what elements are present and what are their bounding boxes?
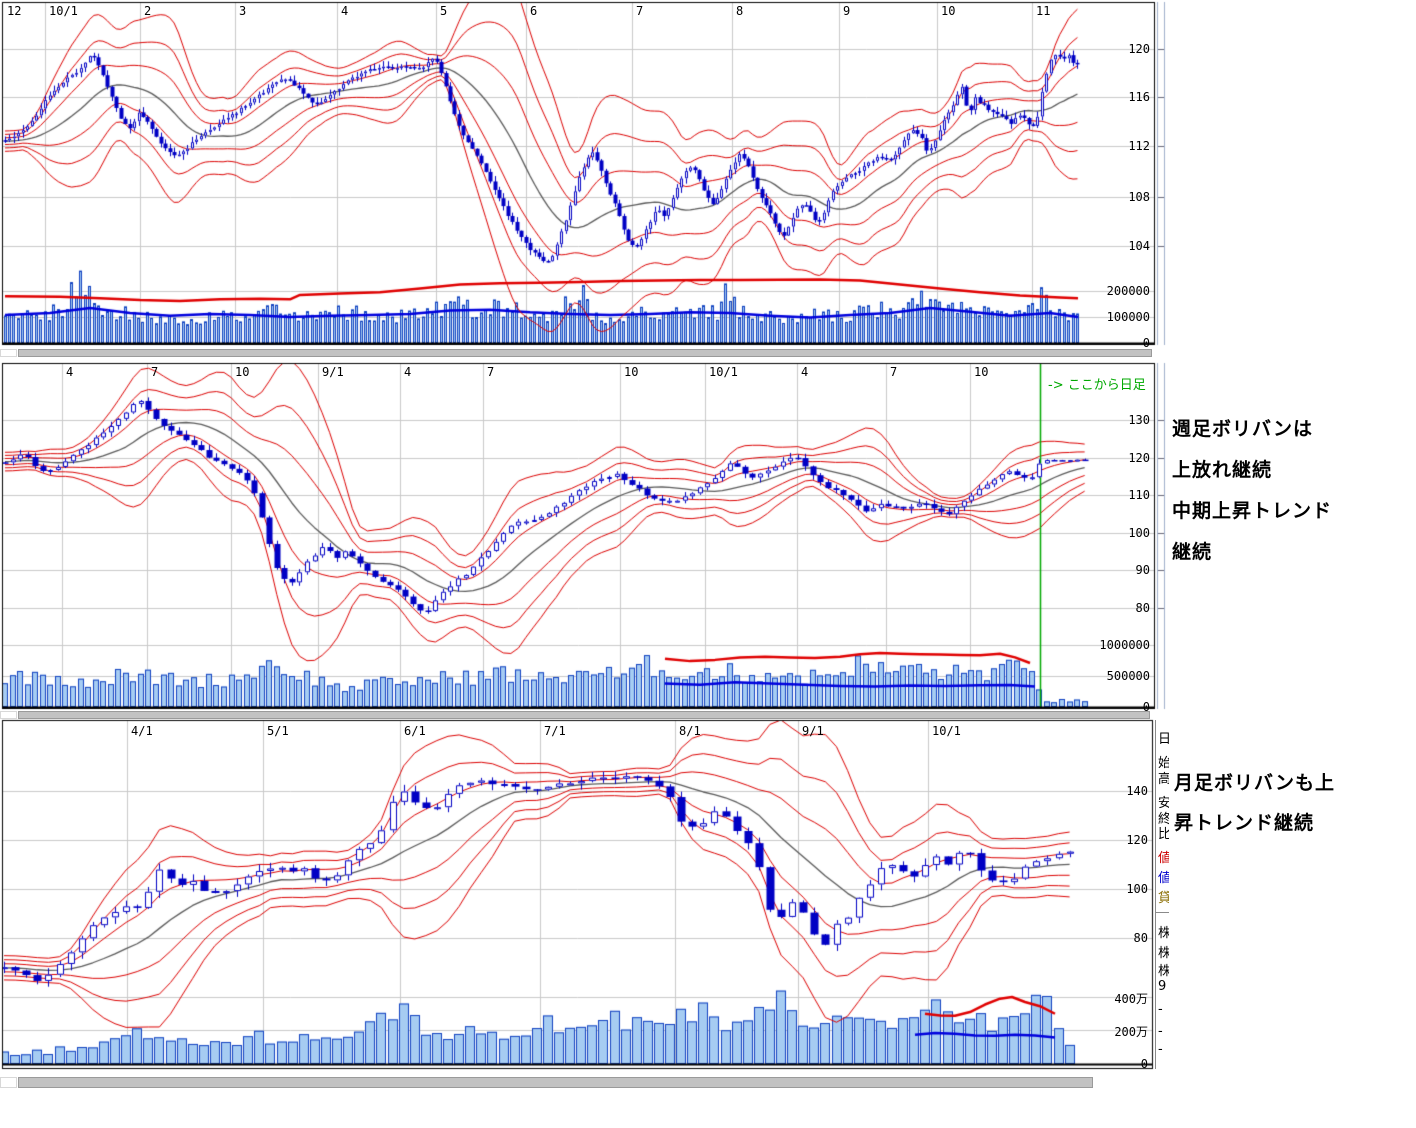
info-strip-glyph: 始 [1158,752,1169,771]
info-strip-glyph: 日 [1158,728,1169,747]
daily-section-marker-text: -> ここから日足 [1048,378,1146,393]
weekly-horizontal-scrollbar[interactable] [0,711,1166,719]
scrollbar-left-box[interactable] [0,349,17,357]
monthly-note-line-1: 月足ボリバンも上 [1174,772,1335,794]
scrollbar-left-box[interactable] [0,711,17,719]
info-strip-glyph: 株 [1158,942,1169,961]
scrollbar-left-box[interactable] [0,1077,17,1088]
scrollbar-thumb[interactable] [18,349,1152,357]
monthly-chart-canvas[interactable] [0,719,1170,1088]
info-strip-glyph: 株 [1158,960,1169,979]
daily-chart-panel: 12 10/1 2 3 4 5 6 7 8 9 10 11 120 116 112 108 104 200000 1… [0,0,1166,358]
info-strip-glyph: - [1158,1002,1163,1017]
scrollbar-thumb[interactable] [18,1077,1093,1088]
info-strip-divider [1156,912,1169,913]
info-strip-glyph: 比 [1158,823,1169,842]
daily-horizontal-scrollbar[interactable] [0,349,1166,357]
info-strip-glyph: - [1158,1024,1163,1039]
weekly-note-line-3: 中期上昇トレンド [1172,500,1333,522]
daily-chart-canvas[interactable] [0,0,1166,358]
info-strip-glyph: 値 [1158,847,1169,866]
info-strip-glyph: 値 [1158,867,1169,886]
info-strip-glyph: 高 [1158,768,1169,787]
weekly-chart-panel: 4 7 10 9/1 4 7 10 10/1 4 7 10 130 120 110 100 90 80 10000… [0,360,1166,719]
monthly-note-line-2: 昇トレンド継続 [1174,812,1315,834]
quote-info-strip: 日始高安終比値値貸株株株9--- [1155,720,1169,1069]
weekly-bollinger-note: 週足ボリバンは 上放れ継続 中期上昇トレンド 継続 [1172,414,1332,578]
info-strip-glyph: 終 [1158,808,1169,827]
monthly-bollinger-note: 月足ボリバンも上 昇トレンド継続 [1174,768,1335,848]
info-strip-glyph: 貸 [1158,887,1169,906]
info-strip-glyph: - [1158,1042,1163,1057]
info-strip-glyph: 株 [1158,922,1169,941]
info-strip-glyph: 安 [1158,792,1169,811]
scrollbar-thumb[interactable] [18,711,1150,719]
weekly-note-line-4: 継続 [1172,541,1213,563]
weekly-note-line-1: 週足ボリバンは [1172,418,1313,440]
weekly-chart-canvas[interactable] [0,360,1166,712]
info-strip-glyph: 9 [1158,979,1167,994]
weekly-note-line-2: 上放れ継続 [1172,459,1273,481]
monthly-chart-panel: 4/1 5/1 6/1 7/1 8/1 9/1 10/1 140 120 100 80 400万 200… [0,719,1170,1088]
monthly-horizontal-scrollbar[interactable] [0,1077,1170,1088]
